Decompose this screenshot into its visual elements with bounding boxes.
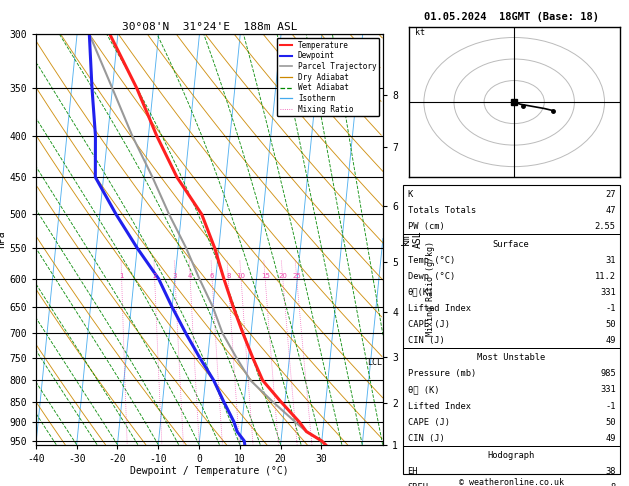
Text: 11.2: 11.2 bbox=[595, 272, 616, 280]
Text: Surface: Surface bbox=[493, 240, 530, 248]
Text: Dewp (°C): Dewp (°C) bbox=[408, 272, 455, 280]
Text: 2.55: 2.55 bbox=[595, 222, 616, 231]
Text: 6: 6 bbox=[210, 273, 214, 279]
Text: K: K bbox=[408, 190, 413, 199]
Text: 985: 985 bbox=[600, 369, 616, 379]
Text: kt: kt bbox=[415, 28, 425, 37]
Text: 50: 50 bbox=[605, 417, 616, 427]
Y-axis label: km
ASL: km ASL bbox=[401, 230, 422, 248]
Text: Hodograph: Hodograph bbox=[487, 451, 535, 460]
Text: Temp (°C): Temp (°C) bbox=[408, 256, 455, 264]
Text: -1: -1 bbox=[605, 304, 616, 312]
Text: PW (cm): PW (cm) bbox=[408, 222, 444, 231]
Text: θᴄ(K): θᴄ(K) bbox=[408, 288, 434, 296]
Text: 49: 49 bbox=[605, 336, 616, 345]
Text: SREH: SREH bbox=[408, 483, 428, 486]
Text: -1: -1 bbox=[605, 401, 616, 411]
Text: CIN (J): CIN (J) bbox=[408, 434, 444, 443]
Text: 49: 49 bbox=[605, 434, 616, 443]
Text: 8: 8 bbox=[611, 483, 616, 486]
Text: 50: 50 bbox=[605, 320, 616, 329]
X-axis label: Dewpoint / Temperature (°C): Dewpoint / Temperature (°C) bbox=[130, 467, 289, 476]
Text: 4: 4 bbox=[188, 273, 192, 279]
Text: 01.05.2024  18GMT (Base: 18): 01.05.2024 18GMT (Base: 18) bbox=[423, 12, 599, 22]
Text: CIN (J): CIN (J) bbox=[408, 336, 444, 345]
Text: CAPE (J): CAPE (J) bbox=[408, 417, 450, 427]
Text: 38: 38 bbox=[605, 467, 616, 476]
Text: Mixing Ratio (g/kg): Mixing Ratio (g/kg) bbox=[426, 241, 435, 336]
Text: © weatheronline.co.uk: © weatheronline.co.uk bbox=[459, 478, 564, 486]
Text: 331: 331 bbox=[600, 385, 616, 395]
Text: θᴄ (K): θᴄ (K) bbox=[408, 385, 439, 395]
Text: 331: 331 bbox=[600, 288, 616, 296]
Text: 31: 31 bbox=[605, 256, 616, 264]
Title: 30°08'N  31°24'E  188m ASL: 30°08'N 31°24'E 188m ASL bbox=[121, 22, 298, 32]
Text: 20: 20 bbox=[279, 273, 287, 279]
Text: EH: EH bbox=[408, 467, 418, 476]
Text: Lifted Index: Lifted Index bbox=[408, 401, 470, 411]
Text: 25: 25 bbox=[292, 273, 301, 279]
Legend: Temperature, Dewpoint, Parcel Trajectory, Dry Adiabat, Wet Adiabat, Isotherm, Mi: Temperature, Dewpoint, Parcel Trajectory… bbox=[277, 38, 379, 116]
Text: LCL: LCL bbox=[367, 358, 382, 367]
Y-axis label: hPa: hPa bbox=[0, 230, 6, 248]
Text: CAPE (J): CAPE (J) bbox=[408, 320, 450, 329]
Text: 47: 47 bbox=[605, 206, 616, 215]
Text: Totals Totals: Totals Totals bbox=[408, 206, 476, 215]
Text: 2: 2 bbox=[152, 273, 157, 279]
Text: Lifted Index: Lifted Index bbox=[408, 304, 470, 312]
Text: 1: 1 bbox=[120, 273, 124, 279]
Text: 3: 3 bbox=[173, 273, 177, 279]
Text: 15: 15 bbox=[261, 273, 270, 279]
Text: Most Unstable: Most Unstable bbox=[477, 353, 545, 363]
Text: 10: 10 bbox=[237, 273, 245, 279]
Text: 27: 27 bbox=[605, 190, 616, 199]
Text: 8: 8 bbox=[226, 273, 230, 279]
Text: Pressure (mb): Pressure (mb) bbox=[408, 369, 476, 379]
